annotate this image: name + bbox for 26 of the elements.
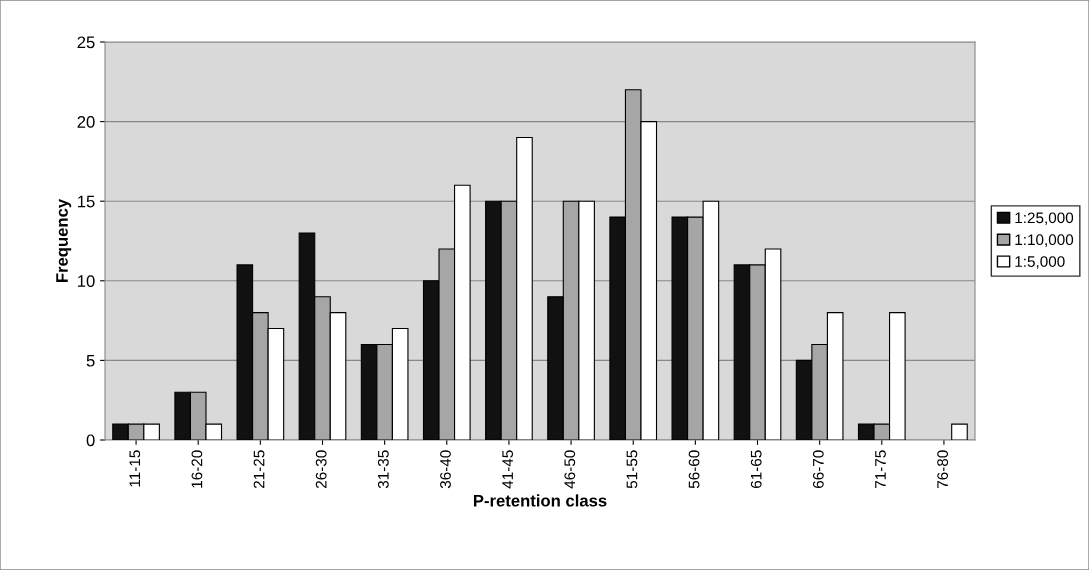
y-tick-label: 15 <box>78 195 95 208</box>
bar <box>951 423 968 440</box>
y-tick-label: 20 <box>77 116 95 128</box>
y-tick-label: 10 <box>78 275 95 287</box>
y-tick-label: 5 <box>86 354 95 367</box>
x-axis-title: P-retention class <box>473 494 607 507</box>
x-tick-label: 71-75 <box>875 450 886 489</box>
y-axis-title: Frequency <box>56 198 72 283</box>
y-tick-label: 25 <box>77 36 95 49</box>
x-tick-label: 56-60 <box>688 450 700 489</box>
x-tick-label: 16-20 <box>191 450 203 488</box>
legend-label: 1:5,000 <box>1015 256 1065 269</box>
x-tick-label: 51-55 <box>626 450 638 489</box>
x-tick-label: 41-45 <box>502 450 514 489</box>
x-tick-label: 21-25 <box>253 450 265 489</box>
x-tick-label: 66-70 <box>812 450 824 489</box>
x-tick-label: 61-65 <box>750 450 762 489</box>
y-tick-label: 0 <box>86 434 95 447</box>
legend-label: 1:10,000 <box>1015 234 1074 247</box>
x-tick-label: 46-50 <box>564 450 576 489</box>
x-tick-label: 26-30 <box>315 450 327 489</box>
x-tick-label: 31-35 <box>377 450 389 489</box>
legend-label: 1:25,000 <box>1015 212 1074 226</box>
x-tick-label: 76-80 <box>937 450 949 489</box>
x-tick-label: 11-15 <box>129 450 141 487</box>
x-tick-label: 36-40 <box>440 450 451 489</box>
